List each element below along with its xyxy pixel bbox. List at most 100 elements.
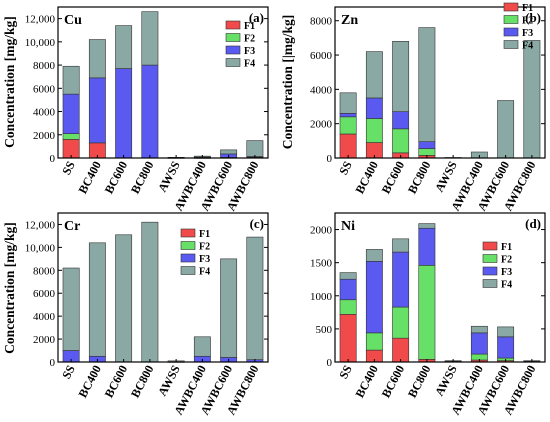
legend-label-f2: F2 — [199, 242, 210, 253]
element-label: Ni — [341, 219, 355, 234]
bar-ss-f4 — [62, 65, 80, 95]
legend-label-f3: F3 — [501, 267, 512, 278]
bar-awbc400-f4 — [193, 336, 211, 357]
bar-bc600-f4 — [115, 234, 133, 363]
legend-swatch-f4 — [180, 266, 196, 275]
bar-bc800-f2 — [418, 265, 436, 360]
bar-ss-f4 — [62, 267, 80, 351]
bar-bc400-f4 — [88, 39, 106, 79]
bar-bc400-f2 — [365, 332, 383, 351]
y-tick-label: 500 — [316, 324, 333, 336]
legend-swatch-f1 — [180, 228, 196, 238]
x-tick-label: BC800 — [128, 159, 157, 196]
bar-ss-f4 — [339, 272, 357, 280]
bar-ss-f2 — [339, 116, 357, 135]
legend-label-f1: F1 — [199, 229, 210, 240]
x-tick-label: AWSS — [155, 363, 183, 399]
bar-bc600-f4 — [392, 238, 410, 253]
y-tick-label: 2000 — [310, 119, 333, 131]
legend-label-f2: F2 — [501, 255, 512, 266]
y-tick-label: 0 — [327, 357, 333, 369]
bar-ss-f3 — [62, 93, 80, 134]
x-tick-label: SS — [336, 363, 355, 382]
y-tick-label: 0 — [327, 153, 333, 165]
bar-ss-f4 — [339, 92, 357, 114]
y-tick-label: 12,000 — [25, 219, 56, 231]
legend-label-f4: F4 — [501, 280, 512, 291]
chart-panel-cr: 0 2000 4000 6000 8000 10,000 12,000 SSBC400BC60… — [2, 212, 269, 417]
bar-bc600-f2 — [392, 128, 410, 154]
plot-frame — [57, 6, 269, 159]
bar-awbc800-f4 — [523, 40, 541, 159]
x-tick-label: SS — [336, 159, 355, 178]
bar-bc400-f4 — [365, 249, 383, 262]
y-tick-label: 2000 — [33, 130, 56, 142]
chart-panel-ni: 0500100015002000SSBC400BC600BC800AWSSAWB… — [310, 212, 546, 417]
bar-ss-f1 — [339, 133, 357, 159]
y-axis-label: Concentration [mg/kg] — [2, 16, 17, 148]
legend-swatch-f3 — [225, 45, 241, 55]
y-tick-label: 1000 — [310, 291, 333, 303]
panel-label: (a) — [249, 10, 264, 25]
y-tick-label: 4000 — [310, 84, 333, 96]
bar-bc600-f2 — [392, 306, 410, 339]
bar-awbc800-f4 — [246, 236, 264, 361]
legend-label-f3: F3 — [522, 28, 533, 39]
x-tick-label: BC600 — [379, 363, 408, 400]
bar-awbc600-f4 — [220, 258, 238, 358]
y-tick-label: 4000 — [33, 107, 56, 119]
legend-swatch-f2 — [225, 33, 241, 42]
bar-bc800-f3 — [141, 64, 159, 159]
y-axis-label: Concentration [|mg/kg] — [280, 15, 295, 150]
legend-label-f4: F4 — [244, 59, 255, 70]
bar-bc800-f4 — [418, 27, 436, 142]
legend-swatch-f3 — [503, 27, 519, 37]
legend-swatch-f1 — [503, 2, 519, 12]
bar-bc600-f3 — [392, 251, 410, 308]
y-tick-label: 2000 — [310, 225, 333, 237]
y-tick-label: 12,000 — [25, 14, 56, 26]
legend-label-f3: F3 — [244, 46, 255, 57]
bar-bc600-f3 — [392, 111, 410, 130]
legend-label-f1: F1 — [501, 242, 512, 253]
y-tick-label: 0 — [50, 357, 56, 369]
y-tick-label: 6000 — [310, 50, 333, 62]
x-tick-label: BC400 — [352, 159, 381, 196]
legend-label-f1: F1 — [244, 21, 255, 32]
y-tick-label: 8000 — [310, 16, 333, 28]
x-tick-label: BC600 — [102, 159, 131, 196]
x-tick-label: BC400 — [75, 363, 104, 400]
bar-ss-f2 — [339, 299, 357, 315]
x-tick-label: BC400 — [352, 363, 381, 400]
y-tick-label: 0 — [50, 153, 56, 165]
bar-bc800-f4 — [141, 11, 159, 66]
x-tick-label: BC400 — [75, 159, 104, 196]
chart-panel-cu: 0 2000 4000 6000 8000 10,000 12,000 SSBC400BC60… — [2, 6, 269, 213]
panel-label: (b) — [525, 10, 541, 25]
legend-label-f4: F4 — [522, 41, 533, 52]
bar-bc600-f4 — [392, 41, 410, 112]
x-tick-label: AWSS — [432, 363, 460, 399]
legend-label-f3: F3 — [199, 254, 210, 265]
y-tick-label: 4000 — [33, 311, 56, 323]
y-tick-label: 2000 — [33, 334, 56, 346]
x-tick-label: BC800 — [405, 363, 434, 400]
x-tick-label: SS — [59, 159, 78, 178]
legend-swatch-f4 — [482, 279, 498, 288]
legend-swatch-f4 — [225, 58, 241, 67]
legend-label-f2: F2 — [244, 34, 255, 45]
plot-frame — [57, 212, 269, 363]
bar-awbc800-f4 — [246, 140, 264, 157]
panel-label: (c) — [250, 216, 264, 231]
bar-bc400-f4 — [88, 242, 106, 357]
plot-frame — [334, 6, 546, 159]
y-tick-label: 8000 — [33, 60, 56, 72]
legend-swatch-f1 — [482, 241, 498, 251]
bar-ss-f1 — [339, 314, 357, 363]
element-label: Zn — [341, 13, 358, 28]
x-tick-label: AWSS — [155, 159, 183, 195]
bar-bc800-f2 — [418, 148, 436, 156]
legend-label-f2: F2 — [522, 16, 533, 27]
